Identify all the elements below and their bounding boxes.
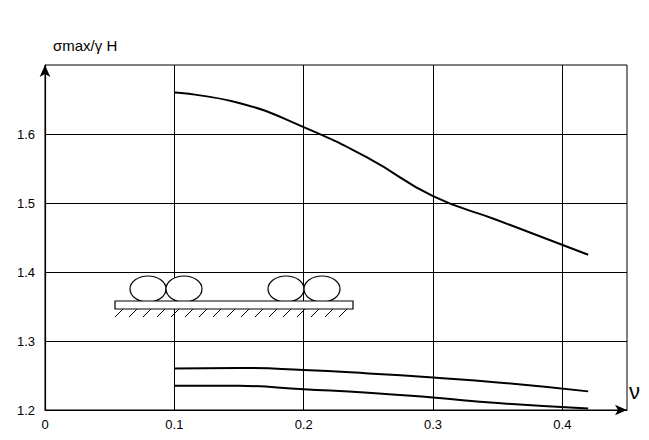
svg-text:1.3: 1.3 [17, 334, 35, 349]
svg-text:1.6: 1.6 [17, 127, 35, 142]
svg-text:0.2: 0.2 [295, 417, 313, 432]
svg-text:0: 0 [41, 417, 48, 432]
svg-text:1.5: 1.5 [17, 196, 35, 211]
svg-text:0.4: 0.4 [553, 417, 571, 432]
svg-text:1.2: 1.2 [17, 403, 35, 418]
svg-text:σmax/γ H: σmax/γ H [53, 37, 117, 54]
svg-text:1.4: 1.4 [17, 265, 35, 280]
svg-text:0.3: 0.3 [424, 417, 442, 432]
svg-text:ν: ν [629, 379, 640, 404]
svg-text:0.1: 0.1 [165, 417, 183, 432]
